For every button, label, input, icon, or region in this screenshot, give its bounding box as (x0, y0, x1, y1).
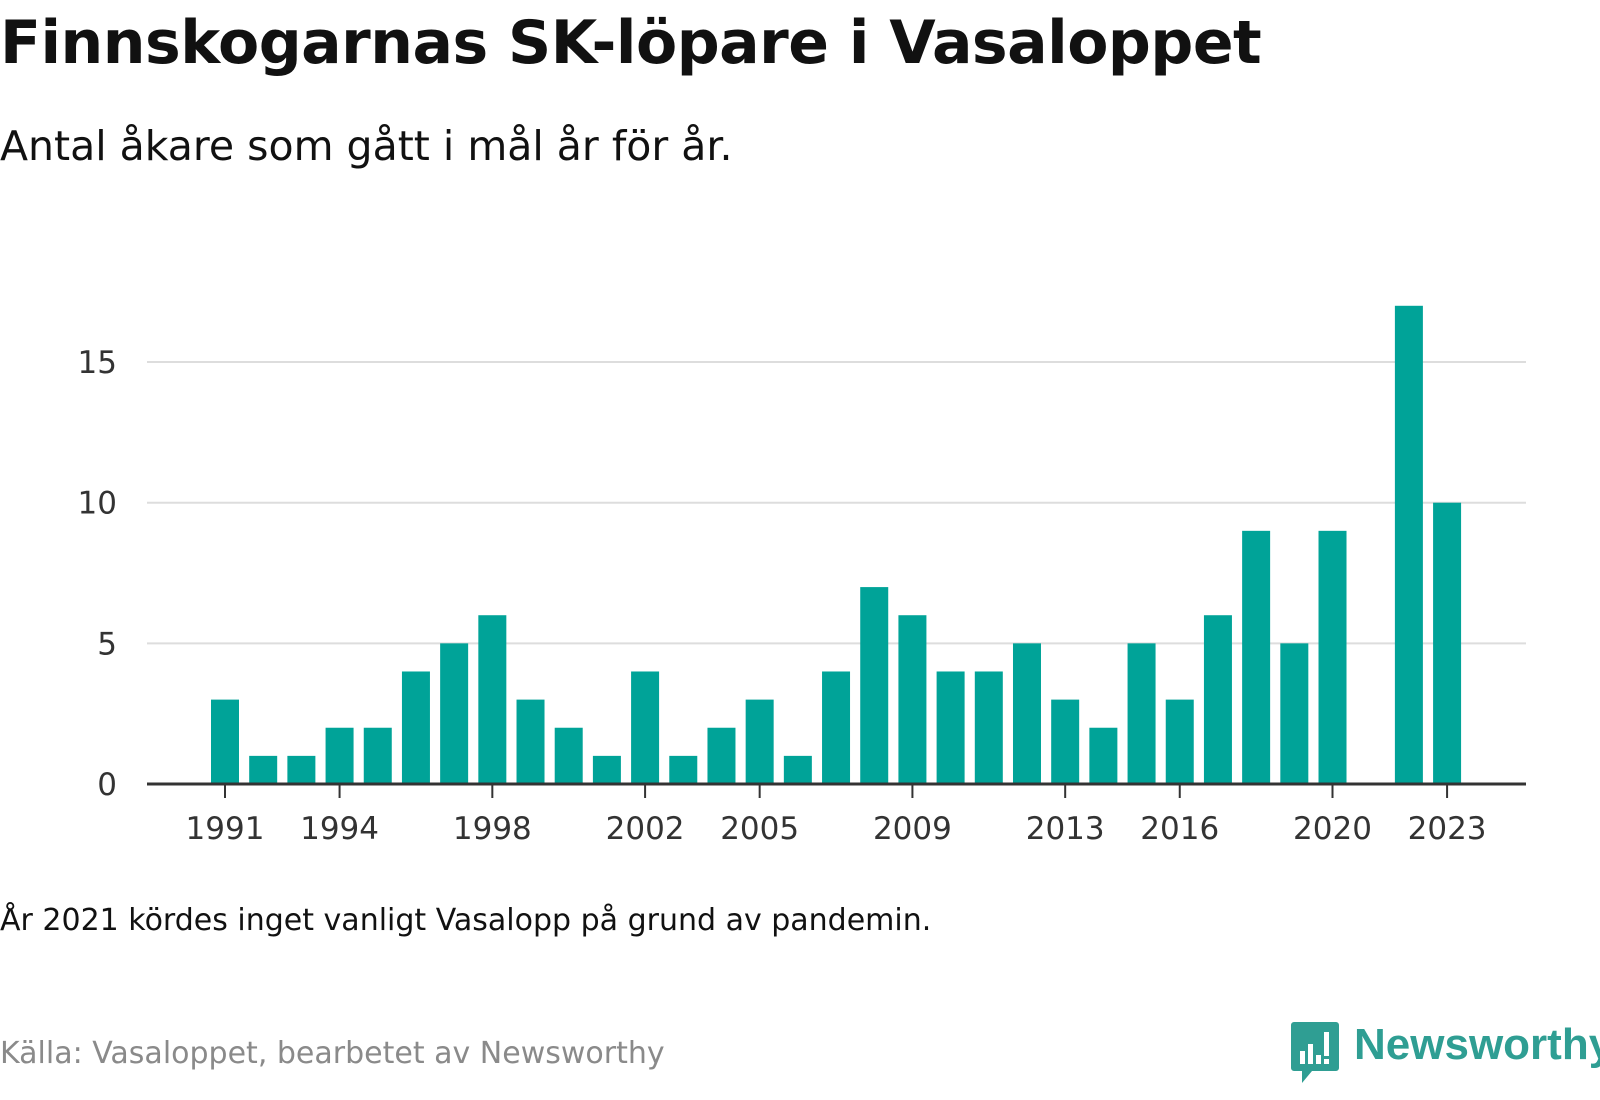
y-tick-label: 10 (78, 486, 117, 522)
x-tick-label: 1991 (186, 811, 265, 847)
x-tick-label: 2023 (1408, 811, 1487, 847)
bar (860, 587, 889, 784)
bar (1012, 643, 1041, 784)
source-credit: Källa: Vasaloppet, bearbetet av Newswort… (0, 1036, 665, 1071)
y-tick-label: 15 (78, 345, 117, 381)
x-tick-label: 2020 (1293, 811, 1372, 847)
bar (936, 671, 965, 784)
bar (669, 755, 698, 784)
bar (1127, 643, 1156, 784)
bar (325, 727, 354, 784)
newsworthy-chat-bar-icon (1290, 1020, 1340, 1090)
bar (822, 671, 851, 784)
bar (1280, 643, 1309, 784)
bar (516, 699, 545, 784)
brand-name: Newsworthy (1354, 1020, 1600, 1069)
bar (249, 755, 278, 784)
bar (1242, 530, 1271, 784)
bar (478, 615, 507, 784)
bar (1051, 699, 1080, 784)
y-tick-label: 0 (97, 767, 117, 803)
bar (440, 643, 469, 784)
bar (554, 727, 583, 784)
chart-subtitle: Antal åkare som gått i mål år för år. (0, 122, 733, 170)
x-tick-label: 2005 (720, 811, 799, 847)
bar (211, 699, 239, 784)
bar (592, 755, 621, 784)
chart-title: Finnskogarnas SK-löpare i Vasaloppet (0, 8, 1262, 78)
bar (1089, 727, 1118, 784)
bar (401, 671, 430, 784)
x-tick-label: 2009 (873, 811, 952, 847)
x-tick-label: 1998 (453, 811, 532, 847)
bar (974, 671, 1003, 784)
bar (1203, 615, 1232, 784)
bar (707, 727, 736, 784)
brand-logo: Newsworthy (1290, 1020, 1600, 1090)
bar (287, 755, 316, 784)
bar (783, 755, 812, 784)
y-tick-label: 5 (97, 626, 117, 662)
bar (745, 699, 774, 784)
bar (631, 671, 660, 784)
bar (898, 615, 927, 784)
x-tick-label: 2013 (1026, 811, 1105, 847)
x-tick-label: 1994 (300, 811, 379, 847)
bar (363, 727, 392, 784)
bar (1165, 699, 1194, 784)
footnote: År 2021 kördes inget vanligt Vasalopp på… (0, 903, 932, 938)
x-tick-label: 2002 (606, 811, 685, 847)
bar (1394, 305, 1423, 784)
axes: 0 5 10 15 1991 1994 1998 2002 2005 2009 2013 2016 20… (78, 345, 1526, 847)
bars (211, 305, 1462, 784)
bar (1433, 502, 1462, 784)
x-tick-label: 2016 (1140, 811, 1219, 847)
bar (1318, 530, 1347, 784)
